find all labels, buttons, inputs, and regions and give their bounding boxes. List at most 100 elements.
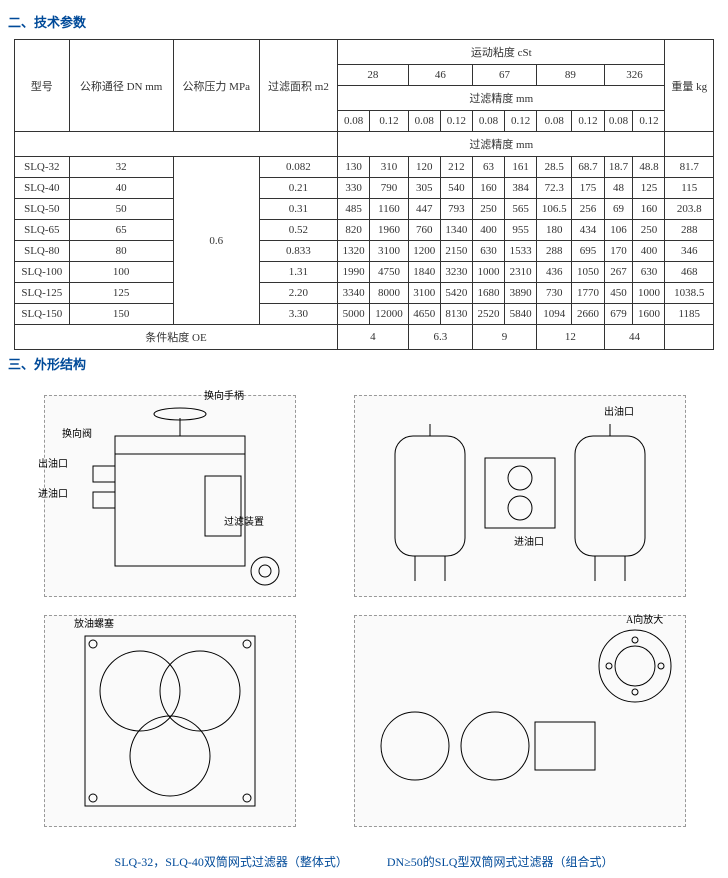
th-v4: 326 xyxy=(604,65,665,86)
cell-dn: 150 xyxy=(69,304,173,325)
cell-value: 5000 xyxy=(338,304,370,325)
cell-dn: 50 xyxy=(69,199,173,220)
cell-value: 125 xyxy=(633,178,665,199)
cell-value: 540 xyxy=(440,178,472,199)
cell-value: 1340 xyxy=(440,220,472,241)
diagram-area: 换向手柄 换向阀 出油口 进油口 过滤装置 出油口 进油口 xyxy=(14,385,714,845)
th-dn: 公称通径 DN mm xyxy=(69,40,173,132)
footer-v1: 6.3 xyxy=(408,325,472,350)
diagram-top-right xyxy=(354,395,686,597)
cell-weight: 203.8 xyxy=(665,199,714,220)
th-p1: 0.12 xyxy=(370,111,409,132)
cell-area: 0.833 xyxy=(259,241,337,262)
cell-weight: 81.7 xyxy=(665,157,714,178)
cell-value: 2660 xyxy=(572,304,604,325)
cell-value: 436 xyxy=(537,262,572,283)
lbl-inlet-r: 进油口 xyxy=(514,533,544,548)
cell-area: 0.31 xyxy=(259,199,337,220)
cell-dn: 100 xyxy=(69,262,173,283)
cell-value: 69 xyxy=(604,199,633,220)
th-precision: 过滤精度 mm xyxy=(338,86,665,111)
diagram-bottom-right xyxy=(354,615,686,827)
diagram-bottom-left xyxy=(44,615,296,827)
cell-value: 384 xyxy=(505,178,537,199)
cell-model: SLQ-150 xyxy=(15,304,70,325)
cell-value: 3100 xyxy=(370,241,409,262)
th-v2: 67 xyxy=(472,65,536,86)
cell-value: 1000 xyxy=(472,262,504,283)
cell-value: 695 xyxy=(572,241,604,262)
lbl-filter-dev: 过滤装置 xyxy=(224,513,264,528)
cell-area: 2.20 xyxy=(259,283,337,304)
cell-value: 1533 xyxy=(505,241,537,262)
th-p9: 0.12 xyxy=(633,111,665,132)
spec-table: 型号 公称通径 DN mm 公称压力 MPa 过滤面积 m2 运动粘度 cSt … xyxy=(14,39,714,350)
cell-value: 730 xyxy=(537,283,572,304)
cell-value: 106.5 xyxy=(537,199,572,220)
th-p5: 0.12 xyxy=(505,111,537,132)
th-weight: 重量 kg xyxy=(665,40,714,132)
th-area: 过滤面积 m2 xyxy=(259,40,337,132)
cell-value: 1094 xyxy=(537,304,572,325)
cell-dn: 80 xyxy=(69,241,173,262)
lbl-a-enlarge: A向放大 xyxy=(626,611,663,626)
cell-weight: 288 xyxy=(665,220,714,241)
cell-area: 0.21 xyxy=(259,178,337,199)
cell-value: 434 xyxy=(572,220,604,241)
cell-value: 1000 xyxy=(633,283,665,304)
cell-model: SLQ-50 xyxy=(15,199,70,220)
caption-right: DN≥50的SLQ型双筒网式过滤器（组合式） xyxy=(387,855,614,869)
footer-v4: 44 xyxy=(604,325,665,350)
lbl-drain: 放油螺塞 xyxy=(74,615,114,630)
th-p8: 0.08 xyxy=(604,111,633,132)
cell-value: 5840 xyxy=(505,304,537,325)
cell-model: SLQ-65 xyxy=(15,220,70,241)
cell-value: 1160 xyxy=(370,199,409,220)
th-pressure: 公称压力 MPa xyxy=(173,40,259,132)
cell-value: 1840 xyxy=(408,262,440,283)
cell-area: 0.52 xyxy=(259,220,337,241)
cell-value: 630 xyxy=(633,262,665,283)
cell-value: 1680 xyxy=(472,283,504,304)
cell-value: 820 xyxy=(338,220,370,241)
footer-v3: 12 xyxy=(537,325,604,350)
cell-value: 1320 xyxy=(338,241,370,262)
cell-weight: 1185 xyxy=(665,304,714,325)
cell-model: SLQ-40 xyxy=(15,178,70,199)
cell-value: 180 xyxy=(537,220,572,241)
cell-value: 8130 xyxy=(440,304,472,325)
cell-value: 48.8 xyxy=(633,157,665,178)
table-row: SLQ-1001001.3119904750184032301000231043… xyxy=(15,262,714,283)
cell-value: 305 xyxy=(408,178,440,199)
cell-value: 2150 xyxy=(440,241,472,262)
cell-model: SLQ-80 xyxy=(15,241,70,262)
section1-title: 二、技术参数 xyxy=(8,12,720,31)
cell-dn: 125 xyxy=(69,283,173,304)
cell-value: 160 xyxy=(472,178,504,199)
cell-dn: 32 xyxy=(69,157,173,178)
cell-value: 170 xyxy=(604,241,633,262)
cell-value: 1960 xyxy=(370,220,409,241)
cell-value: 72.3 xyxy=(537,178,572,199)
cell-value: 760 xyxy=(408,220,440,241)
lbl-outlet-l: 出油口 xyxy=(38,455,68,470)
cell-area: 1.31 xyxy=(259,262,337,283)
table-row: SLQ-1251252.2033408000310054201680389073… xyxy=(15,283,714,304)
cell-value: 160 xyxy=(633,199,665,220)
cell-model: SLQ-100 xyxy=(15,262,70,283)
cell-value: 3230 xyxy=(440,262,472,283)
lbl-outlet-r: 出油口 xyxy=(604,403,634,418)
cell-value: 8000 xyxy=(370,283,409,304)
cell-value: 679 xyxy=(604,304,633,325)
cell-value: 28.5 xyxy=(537,157,572,178)
cell-value: 630 xyxy=(472,241,504,262)
cell-value: 120 xyxy=(408,157,440,178)
th-model: 型号 xyxy=(15,40,70,132)
cell-value: 63 xyxy=(472,157,504,178)
th-v1: 46 xyxy=(408,65,472,86)
cell-value: 4750 xyxy=(370,262,409,283)
cell-pressure: 0.6 xyxy=(173,157,259,325)
cell-value: 161 xyxy=(505,157,537,178)
cell-area: 3.30 xyxy=(259,304,337,325)
table-row: SLQ-32320.60.0821303101202126316128.568.… xyxy=(15,157,714,178)
